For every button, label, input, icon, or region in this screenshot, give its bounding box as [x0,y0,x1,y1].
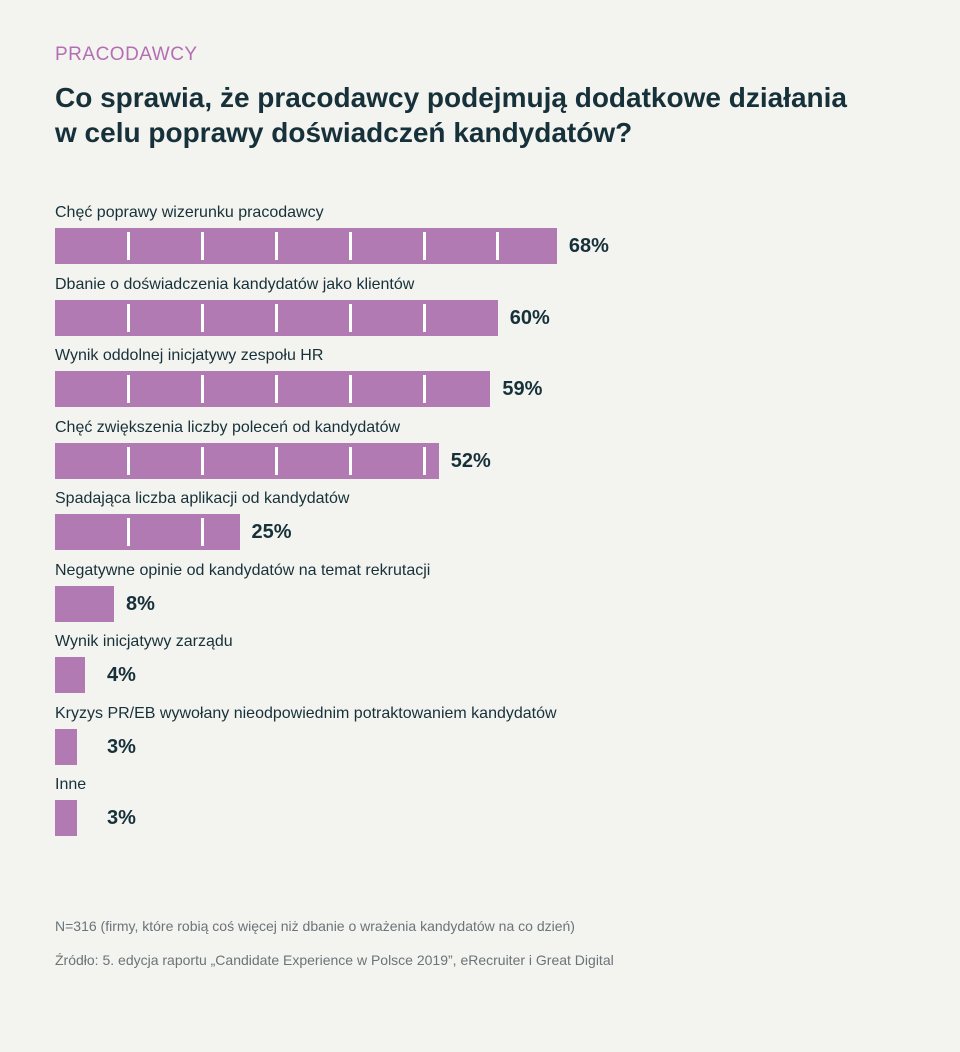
section-kicker: PRACODAWCY [55,44,198,65]
bar-row: Dbanie o doświadczenia kandydatów jako k… [55,276,935,348]
bar [55,514,240,550]
value-label: 60% [509,306,550,329]
footnote: N=316 (firmy, które robią coś więcej niż… [55,918,575,934]
bar [55,585,115,622]
bar-divider [201,232,205,260]
bar-divider [274,303,278,332]
bar-divider [127,232,131,260]
category-label: Wynik oddolnej inicjatywy zespołu HR [55,347,324,364]
value-label: 3% [107,807,136,829]
bar-divider [422,303,426,332]
bar-divider [348,446,352,475]
bar-divider [496,232,500,260]
bar [55,728,78,765]
category-label: Dbanie o doświadczenia kandydatów jako k… [55,275,415,293]
category-label: Chęć poprawy wizerunku pracodawcy [55,204,324,221]
category-label: Wynik inicjatywy zarządu [55,633,233,650]
bar-divider [422,446,426,475]
bar-row: Kryzys PR/EB wywołany nieodpowiednim pot… [55,705,935,777]
category-label: Negatywne opinie od kandydatów na temat … [55,561,431,579]
bar-divider [348,375,352,403]
bar-divider [127,446,131,475]
bar-divider [127,303,131,332]
value-label: 8% [126,592,155,615]
value-label: 59% [502,378,543,400]
bar-divider [274,375,278,403]
bar-divider [348,232,352,260]
bar-row: Inne 3% [55,776,935,848]
bar-divider [422,232,426,260]
bar [55,371,491,407]
bar-divider [201,518,205,546]
bar-chart: Chęć poprawy wizerunku pracodawcy 68% Dban… [55,204,935,848]
category-label: Spadająca liczba aplikacji od kandydatów [55,490,350,507]
value-label: 25% [251,521,292,543]
bar [55,800,78,836]
bar-divider [201,446,205,475]
category-label: Kryzys PR/EB wywołany nieodpowiednim pot… [55,704,557,722]
bar-row: Spadająca liczba aplikacji od kandydatów… [55,490,935,562]
value-label: 68% [568,235,609,257]
bar-row: Chęć poprawy wizerunku pracodawcy 68% [55,204,935,276]
bar-divider [127,375,131,403]
chart-title: Co sprawia, że pracodawcy podejmują doda… [55,82,847,148]
bar-divider [201,303,205,332]
bar-row: Negatywne opinie od kandydatów na temat … [55,562,935,634]
bar [55,657,85,693]
category-label: Inne [55,776,87,793]
category-label: Chęć zwiększenia liczby poleceń od kandy… [55,418,401,436]
bar [55,299,498,336]
bar-divider [348,303,352,332]
source-note: Źródło: 5. edycja raportu „Candidate Exp… [55,952,614,968]
bar [55,442,439,479]
bar-row: Chęć zwiększenia liczby poleceń od kandy… [55,419,935,491]
bar-divider [274,232,278,260]
bar-divider [127,518,131,546]
value-label: 4% [107,664,136,686]
value-label: 52% [450,449,491,472]
value-label: 3% [107,735,136,758]
bar-row: Wynik inicjatywy zarządu 4% [55,633,935,705]
bar-row: Wynik oddolnej inicjatywy zespołu HR 59% [55,347,935,419]
bar [55,228,557,264]
bar-divider [422,375,426,403]
bar-divider [274,446,278,475]
bar-divider [201,375,205,403]
